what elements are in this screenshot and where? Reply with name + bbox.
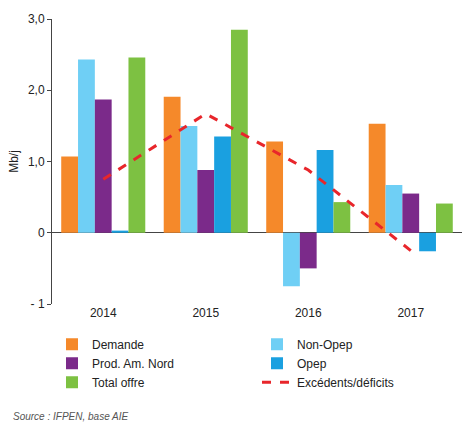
svg-text:2017: 2017 [397, 306, 424, 320]
svg-text:Opep: Opep [297, 357, 327, 371]
svg-text:Source : IFPEN, base AIE: Source : IFPEN, base AIE [13, 411, 129, 422]
svg-text:Demande: Demande [92, 338, 144, 352]
svg-text:Excédents/déficits: Excédents/déficits [297, 376, 394, 390]
svg-text:2,0: 2,0 [28, 83, 45, 97]
svg-text:2016: 2016 [295, 306, 322, 320]
svg-text:Prod. Am. Nord: Prod. Am. Nord [92, 357, 174, 371]
svg-text:Mb/j: Mb/j [7, 150, 21, 173]
svg-text:1,0: 1,0 [28, 155, 45, 169]
svg-text:- 1: - 1 [31, 297, 45, 311]
svg-text:Non-Opep: Non-Opep [297, 338, 353, 352]
svg-text:2014: 2014 [90, 306, 117, 320]
svg-text:0: 0 [38, 226, 45, 240]
svg-text:Total offre: Total offre [92, 376, 145, 390]
svg-text:3,0: 3,0 [28, 12, 45, 26]
svg-text:2015: 2015 [192, 306, 219, 320]
